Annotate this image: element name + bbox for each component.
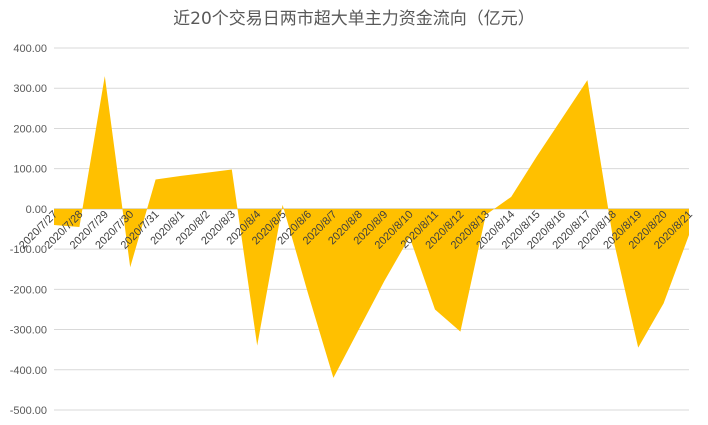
y-tick-label: 100.00 [13,164,47,176]
series-area-fill [54,76,689,378]
y-tick-label: 0.00 [26,204,47,216]
series-area [53,76,690,378]
y-tick-label: -200.00 [10,284,47,296]
y-tick-label: 400.00 [13,43,47,55]
y-tick-label: 200.00 [13,123,47,135]
y-axis-tick-labels: 400.00 300.00 200.00 100.00 0.00 -100.00 -200.… [10,43,47,417]
y-tick-label: -300.00 [10,325,47,337]
y-tick-label: -500.00 [10,405,47,417]
y-tick-label: 300.00 [13,83,47,95]
y-tick-label: -100.00 [10,244,47,256]
y-tick-label: -400.00 [10,365,47,377]
chart-title: 近20个交易日两市超大单主力资金流向（亿元） [173,9,535,29]
